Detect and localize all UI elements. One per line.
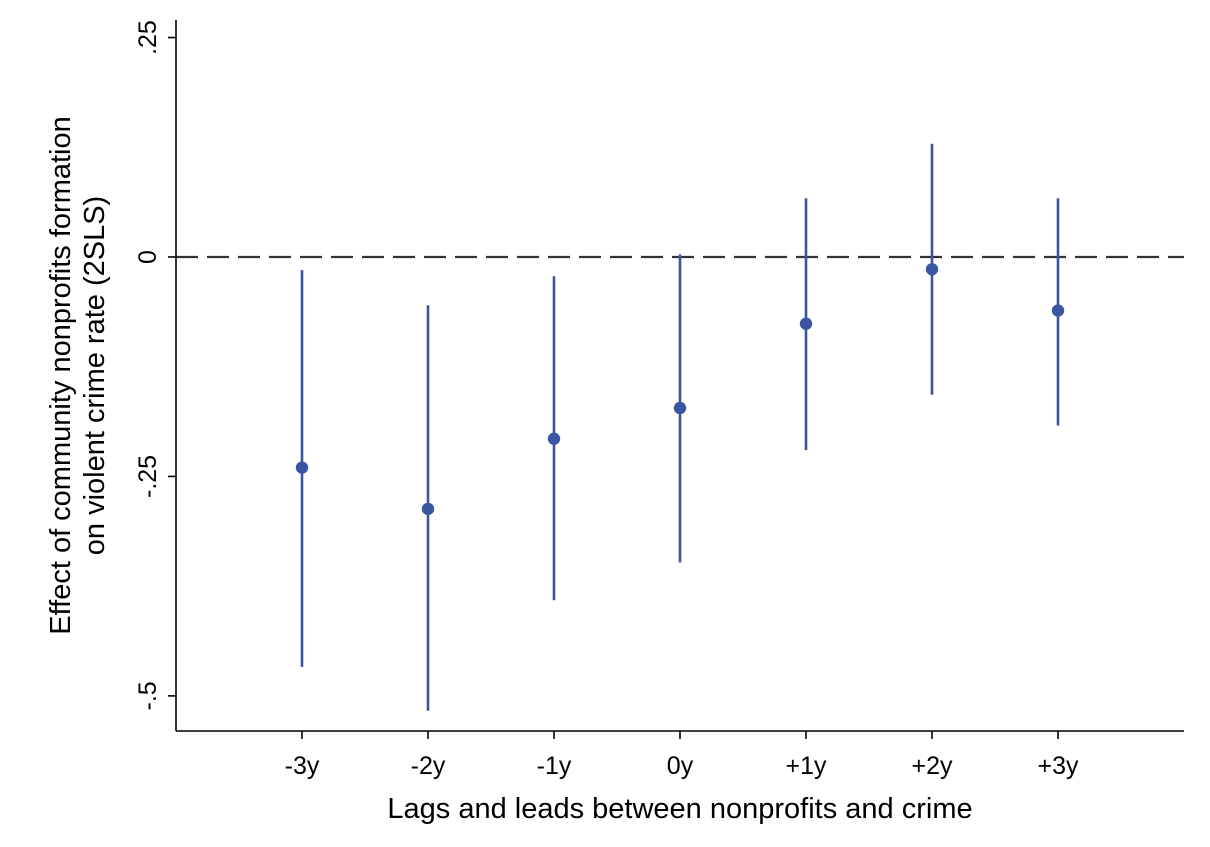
- x-tick-label-7: +3y: [1037, 752, 1079, 780]
- x-tick-label-2: -2y: [411, 752, 446, 780]
- y-axis-title-line-1: Effect of community nonprofits formation: [45, 116, 77, 634]
- x-axis-title: Lags and leads between nonprofits and cr…: [387, 793, 972, 825]
- point-estimate-1: [295, 461, 309, 474]
- y-tick-label-1: .25: [134, 20, 162, 55]
- point-estimate-4: [673, 401, 687, 415]
- x-tick-label-6: +2y: [911, 752, 953, 780]
- x-tick-label-5: +1y: [785, 752, 827, 780]
- point-estimate-2: [421, 502, 435, 516]
- axes-group: [168, 20, 1184, 739]
- axis-labels-group: .25 0 -.25 -.5 -3y -2y -1y 0y +1y +2y +3y Lags and …: [45, 20, 1079, 825]
- point-estimate-7: [1051, 304, 1065, 317]
- y-tick-label-3: -.25: [134, 455, 162, 498]
- x-tick-label-3: -1y: [537, 752, 572, 780]
- y-tick-label-2: 0: [134, 250, 162, 264]
- point-estimate-3: [547, 432, 561, 445]
- point-estimate-5: [799, 317, 813, 330]
- y-axis-title-line-2: on violent crime rate (2SLS): [79, 196, 111, 555]
- confidence-intervals-group: [300, 143, 1060, 711]
- x-tick-label-1: -3y: [285, 752, 320, 780]
- y-tick-label-4: -.5: [134, 681, 162, 710]
- point-estimates-group: [295, 263, 1065, 516]
- x-tick-label-4: 0y: [667, 752, 694, 780]
- point-estimate-6: [925, 263, 939, 276]
